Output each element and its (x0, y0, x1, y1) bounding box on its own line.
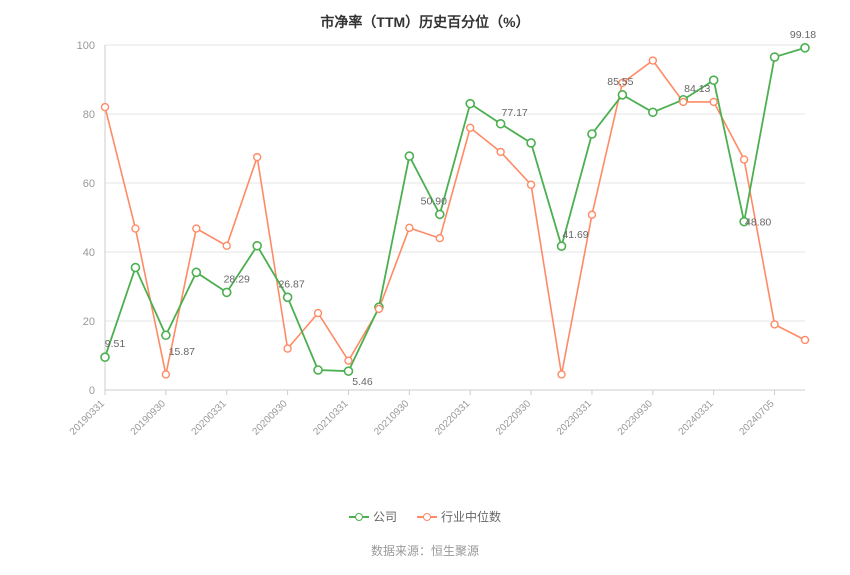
svg-text:84.13: 84.13 (684, 83, 710, 95)
chart-container: 市净率（TTM）历史百分位（%） 0 20 40 60 80 100 20190331 201… (0, 0, 850, 575)
legend-item-industry[interactable]: 行业中位数 (417, 508, 501, 525)
svg-text:9.51: 9.51 (105, 338, 126, 350)
svg-text:20220930: 20220930 (494, 398, 534, 438)
svg-text:20200331: 20200331 (190, 398, 230, 438)
legend-marker-company (349, 516, 369, 518)
svg-text:20190331: 20190331 (68, 398, 108, 438)
svg-text:77.17: 77.17 (502, 107, 528, 119)
svg-text:100: 100 (77, 40, 95, 52)
svg-text:20240331: 20240331 (677, 398, 717, 438)
svg-text:20240705: 20240705 (737, 398, 777, 438)
svg-text:0: 0 (89, 385, 95, 397)
svg-text:48.80: 48.80 (745, 217, 771, 229)
svg-text:20: 20 (83, 316, 95, 328)
svg-text:20230930: 20230930 (616, 398, 656, 438)
chart-title: 市净率（TTM）历史百分位（%） (0, 12, 850, 32)
legend-item-company[interactable]: 公司 (349, 508, 397, 525)
legend-label-company: 公司 (373, 508, 397, 525)
svg-text:28.29: 28.29 (224, 273, 250, 285)
svg-text:5.46: 5.46 (352, 376, 373, 388)
svg-text:20190930: 20190930 (129, 398, 169, 438)
chart-plot: 0 20 40 60 80 100 20190331 20190930 20200331 2020… (0, 0, 850, 470)
svg-text:26.87: 26.87 (278, 278, 304, 290)
svg-text:15.87: 15.87 (169, 346, 195, 358)
svg-text:40: 40 (83, 247, 95, 259)
legend-label-industry: 行业中位数 (441, 508, 501, 525)
svg-text:85.55: 85.55 (607, 76, 633, 88)
svg-text:80: 80 (83, 109, 95, 121)
legend-marker-industry (417, 516, 437, 518)
data-source: 数据来源：恒生聚源 (0, 542, 850, 559)
svg-text:20220331: 20220331 (433, 398, 473, 438)
svg-text:20230331: 20230331 (555, 398, 595, 438)
svg-text:20210930: 20210930 (372, 398, 412, 438)
svg-text:20200930: 20200930 (250, 398, 290, 438)
legend: 公司 行业中位数 (0, 508, 850, 525)
svg-text:20210331: 20210331 (311, 398, 351, 438)
svg-text:50.90: 50.90 (421, 195, 447, 207)
svg-text:60: 60 (83, 178, 95, 190)
svg-text:41.69: 41.69 (562, 229, 588, 241)
